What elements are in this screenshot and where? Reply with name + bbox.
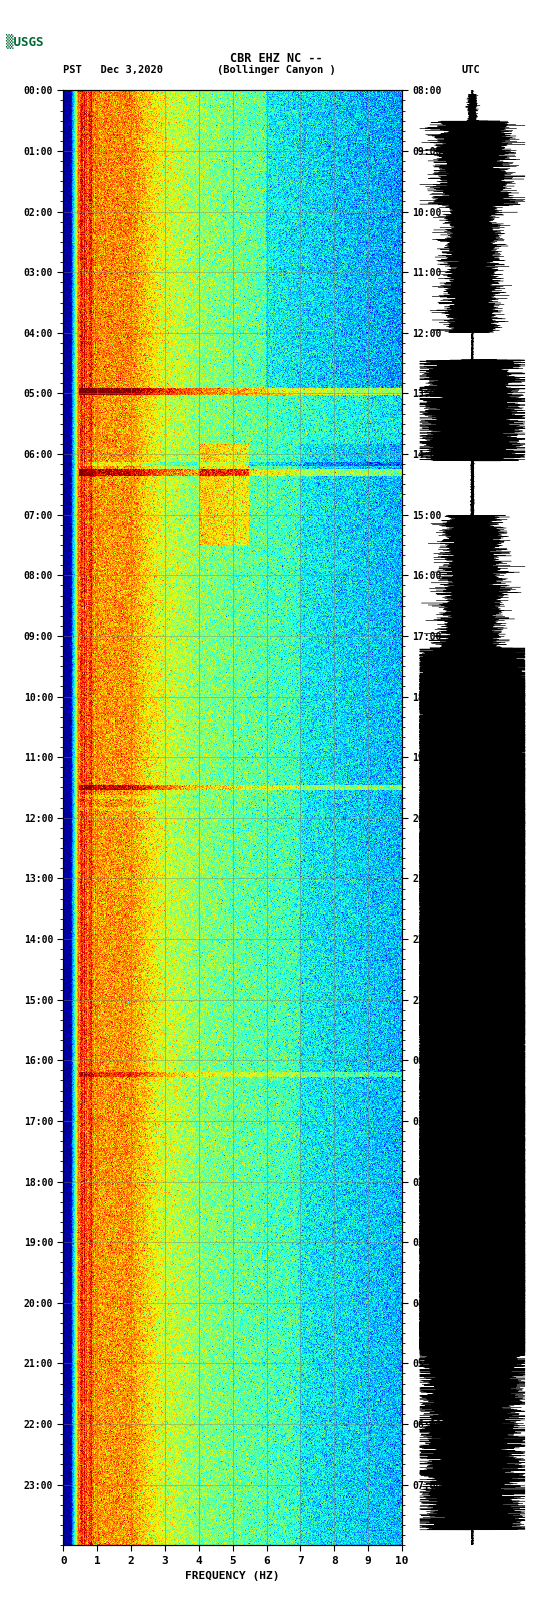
Text: UTC: UTC (461, 65, 480, 74)
X-axis label: FREQUENCY (HZ): FREQUENCY (HZ) (185, 1571, 280, 1581)
Text: (Bollinger Canyon ): (Bollinger Canyon ) (216, 65, 336, 74)
Text: CBR EHZ NC --: CBR EHZ NC -- (230, 52, 322, 65)
Text: PST   Dec 3,2020: PST Dec 3,2020 (63, 65, 163, 74)
Text: ▒USGS: ▒USGS (6, 34, 43, 48)
